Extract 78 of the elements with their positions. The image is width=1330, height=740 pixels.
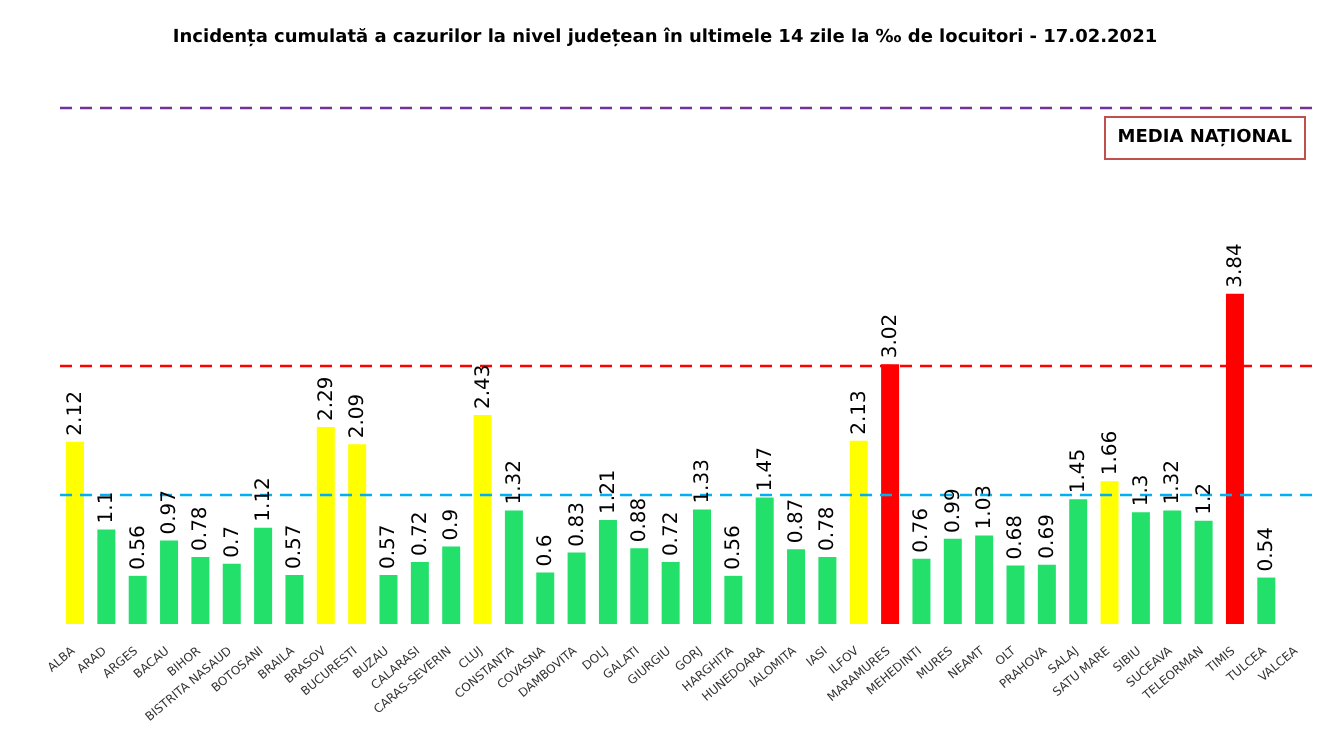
bar xyxy=(128,575,147,624)
bar xyxy=(473,415,492,624)
data-label: 0.6 xyxy=(535,534,558,567)
data-label: 0.87 xyxy=(786,498,809,544)
data-label: 0.56 xyxy=(723,525,746,570)
bar xyxy=(379,574,398,624)
data-label: 1.2 xyxy=(1193,482,1216,515)
bar xyxy=(191,556,210,624)
bar xyxy=(504,510,523,624)
data-label: 0.99 xyxy=(942,488,965,533)
bar xyxy=(567,552,586,624)
data-label: 0.68 xyxy=(1005,514,1028,560)
data-label: 0.56 xyxy=(127,525,150,570)
data-label: 0.57 xyxy=(284,524,307,569)
bar xyxy=(1006,565,1025,624)
data-label: 2.12 xyxy=(65,391,87,436)
data-label: 1.3 xyxy=(1130,474,1153,507)
data-label: 1.66 xyxy=(1099,430,1122,476)
data-label: 2.29 xyxy=(315,376,338,422)
data-label: 2.43 xyxy=(472,364,495,410)
data-label: 0.76 xyxy=(911,508,934,553)
bar xyxy=(661,562,680,624)
text: MEDIA NAȚIONAL xyxy=(1103,116,1306,160)
bar xyxy=(97,529,116,624)
bar xyxy=(1069,499,1088,624)
data-label: 1.47 xyxy=(754,447,777,492)
bar xyxy=(630,548,649,624)
bar xyxy=(1037,564,1056,624)
data-label: 0.78 xyxy=(190,506,213,551)
data-label: 0.88 xyxy=(629,497,652,543)
bar xyxy=(943,538,962,624)
bar xyxy=(536,572,555,624)
bar xyxy=(912,558,931,624)
data-label: 0.97 xyxy=(159,490,182,535)
bar xyxy=(285,574,304,624)
bar xyxy=(849,440,868,624)
bar xyxy=(724,575,743,624)
bar xyxy=(316,427,335,624)
data-label: 0.72 xyxy=(660,511,683,557)
bar xyxy=(66,441,84,624)
data-label: 1.33 xyxy=(692,459,714,504)
data-label: 0.57 xyxy=(378,524,401,569)
data-label: 1.21 xyxy=(597,469,620,514)
bar xyxy=(975,535,994,624)
bar xyxy=(1257,577,1276,624)
bar xyxy=(818,556,837,624)
bar xyxy=(598,519,617,624)
bar xyxy=(160,540,179,624)
bar xyxy=(222,563,241,624)
data-label: 1.1 xyxy=(96,491,119,524)
bar xyxy=(348,444,367,624)
bar xyxy=(442,546,461,624)
data-label: 0.83 xyxy=(566,502,589,547)
bar xyxy=(1163,510,1182,624)
data-label: 1.32 xyxy=(503,459,526,505)
bar xyxy=(1194,520,1213,624)
bar xyxy=(410,562,429,624)
data-label: 1.12 xyxy=(253,477,276,522)
data-label: 0.72 xyxy=(409,511,432,557)
data-label: 2.13 xyxy=(848,390,871,435)
bar xyxy=(787,549,806,624)
chart-title: Incidența cumulată a cazurilor la nivel județean în ultimele 14 zile la ‰ de locuitori - 17.02.2021 xyxy=(170,28,1160,48)
bar xyxy=(1100,481,1119,624)
bar xyxy=(693,509,711,624)
data-label: 1.03 xyxy=(974,484,997,530)
data-label: 2.09 xyxy=(347,393,370,439)
data-label: 3.84 xyxy=(1224,243,1247,288)
data-label: 3.02 xyxy=(880,313,903,359)
bar xyxy=(254,527,273,624)
data-label: 0.54 xyxy=(1256,527,1279,572)
data-label: 0.69 xyxy=(1036,514,1059,559)
data-label: 0.7 xyxy=(221,525,244,558)
data-label: 1.32 xyxy=(1162,459,1185,505)
bar xyxy=(755,497,774,624)
data-label: 0.9 xyxy=(441,508,464,541)
bar xyxy=(1131,512,1150,624)
data-label: 1.45 xyxy=(1068,448,1091,494)
data-label: 0.78 xyxy=(817,506,840,551)
